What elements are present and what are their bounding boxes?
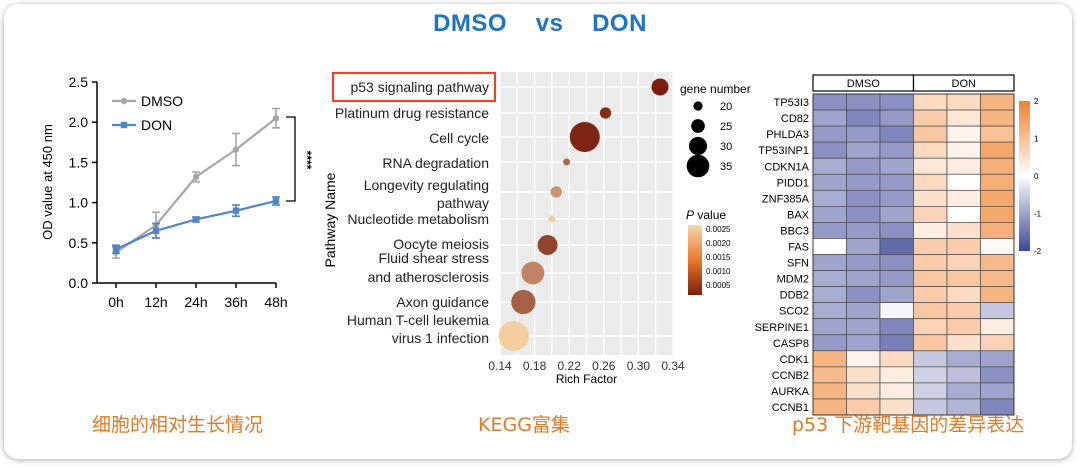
figure-card: [4, 4, 1072, 459]
caption-growth: 细胞的相对生长情况: [92, 414, 264, 436]
caption-kegg: KEGG富集: [478, 414, 570, 436]
figure-title: DMSO vs DON: [433, 10, 647, 37]
caption-heatmap: p53 下游靶基因的差异表达: [792, 414, 1025, 436]
